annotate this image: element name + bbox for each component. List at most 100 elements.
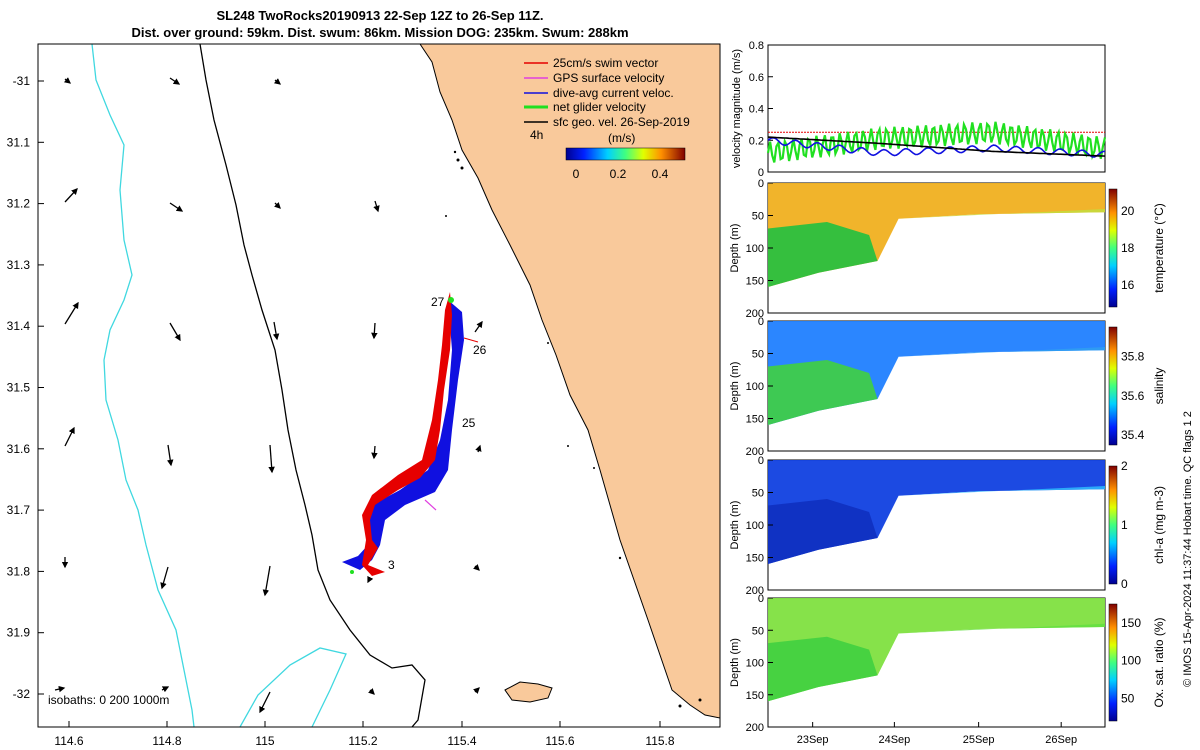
map-legend: 25cm/s swim vector GPS surface velocity … [524, 56, 690, 181]
swim-vector-track [362, 292, 452, 576]
map-y-tick: -32 [13, 687, 31, 701]
colorbar-label: chl-a (mg m-3) [1152, 486, 1166, 564]
depth-label: Depth (m) [729, 362, 741, 411]
speed-colorbar [565, 147, 686, 161]
depth-tick: 150 [746, 276, 764, 288]
plot-title: SL248 TwoRocks20190913 22-Sep 12Z to 26-… [216, 8, 544, 23]
section-colorbar [1108, 465, 1118, 585]
colorbar-label: salinity [1152, 368, 1166, 405]
colorbar-tick: 50 [1121, 691, 1135, 705]
depth-tick: 50 [752, 349, 764, 361]
depth-tick: 200 [746, 585, 764, 597]
colorbar-tick: 0 [1121, 577, 1128, 591]
cbar-tick: 0.2 [610, 167, 627, 181]
legend-4h: 4h [530, 128, 543, 142]
map-y-tick: -31 [13, 74, 31, 88]
depth-tick: 150 [746, 414, 764, 426]
depth-tick: 200 [746, 722, 764, 734]
depth-tick: 100 [746, 381, 764, 393]
map-x-tick: 115.4 [447, 734, 476, 748]
depth-label: Depth (m) [729, 224, 741, 273]
map-y-tick: 31.1 [7, 135, 31, 149]
date-tick: 24Sep [878, 734, 910, 746]
colorbar-tick: 2 [1121, 459, 1128, 473]
depth-tick: 0 [758, 178, 764, 190]
velocity-ylabel: velocity magnitude (m/s) [731, 49, 743, 168]
colorbar-tick: 35.8 [1121, 350, 1145, 364]
colorbar-label: Ox. sat. ratio (%) [1152, 617, 1166, 707]
current-velocity-track [342, 300, 464, 570]
land [419, 44, 720, 719]
isobath-1000 [91, 44, 195, 727]
map-y-tick: 31.5 [7, 381, 31, 395]
day-label: 27 [431, 295, 445, 309]
colorbar-tick: 20 [1121, 204, 1135, 218]
map-x-tick: 115.8 [645, 734, 674, 748]
map-x-tick: 115.2 [348, 734, 377, 748]
colorbar-tick: 16 [1121, 278, 1135, 292]
date-tick: 23Sep [797, 734, 829, 746]
depth-tick: 150 [746, 690, 764, 702]
cbar-tick: 0.4 [652, 167, 669, 181]
plot-subtitle: Dist. over ground: 59km. Dist. swum: 86k… [131, 25, 629, 40]
depth-tick: 100 [746, 243, 764, 255]
section-colorbar [1108, 188, 1118, 308]
colorbar-tick: 150 [1121, 616, 1141, 630]
map-y-tick: 31.2 [7, 197, 31, 211]
map-x-tick: 114.8 [152, 734, 181, 748]
legend-net-glider: net glider velocity [553, 100, 646, 114]
time-series-panels: 0 0.2 0.4 0.6 0.8 velocity magnitude (m/s) 0 50… [729, 40, 1166, 746]
velocity-y-tick: 0.6 [749, 72, 764, 84]
colorbar-title: (m/s) [608, 131, 635, 145]
depth-tick: 150 [746, 553, 764, 565]
isobaths-label: isobaths: 0 200 1000m [48, 693, 169, 707]
depth-label: Depth (m) [729, 501, 741, 550]
map-y-tick: 31.8 [7, 564, 31, 578]
cbar-tick: 0 [573, 167, 580, 181]
date-tick: 26Sep [1045, 734, 1077, 746]
colorbar-tick: 35.6 [1121, 389, 1145, 403]
velocity-y-tick: 0.2 [749, 135, 764, 147]
map-y-tick: 31.9 [7, 626, 31, 640]
date-tick: 25Sep [963, 734, 995, 746]
velocity-y-tick: 0 [758, 167, 764, 179]
legend-swim: 25cm/s swim vector [553, 56, 658, 70]
colorbar-label: temperature (°C) [1152, 203, 1166, 293]
colorbar-tick: 1 [1121, 518, 1128, 532]
glider-track-map: 114.6 114.8 115 115.2 115.4 115.6 115.8 -31 31.1… [7, 43, 721, 748]
velocity-plot-area [767, 44, 1106, 173]
depth-tick: 100 [746, 658, 764, 670]
depth-tick: 50 [752, 488, 764, 500]
map-y-tick: 31.6 [7, 442, 31, 456]
depth-label: Depth (m) [729, 638, 741, 687]
day-label: 25 [462, 416, 476, 430]
depth-tick: 50 [752, 625, 764, 637]
depth-tick: 0 [758, 593, 764, 605]
map-x-tick: 114.6 [54, 734, 83, 748]
colorbar-tick: 100 [1121, 654, 1141, 668]
day-label: 26 [473, 343, 487, 357]
map-y-tick: 31.4 [7, 319, 31, 333]
section-colorbar [1108, 603, 1118, 722]
section-colorbar [1108, 326, 1118, 446]
map-x-tick: 115 [255, 734, 274, 748]
depth-tick: 0 [758, 455, 764, 467]
velocity-y-tick: 0.8 [749, 40, 764, 52]
colorbar-tick: 35.4 [1121, 428, 1145, 442]
depth-tick: 200 [746, 308, 764, 320]
velocity-y-tick: 0.4 [749, 104, 764, 116]
day-label: 3 [388, 558, 395, 572]
map-y-tick: 31.7 [7, 503, 31, 517]
map-y-tick: 31.3 [7, 258, 31, 272]
map-axes: 114.6 114.8 115 115.2 115.4 115.6 115.8 -31 31.1… [7, 74, 675, 748]
depth-tick: 100 [746, 520, 764, 532]
legend-sfc-geo: sfc geo. vel. 26-Sep-2019 [553, 115, 690, 129]
velocity-series-line [766, 120, 1107, 163]
isobath-200 [199, 44, 426, 727]
depth-tick: 50 [752, 211, 764, 223]
depth-tick: 0 [758, 316, 764, 328]
surface-velocity-arrows [54, 77, 483, 714]
depth-tick: 200 [746, 446, 764, 458]
map-x-tick: 115.6 [545, 734, 574, 748]
copyright-footer: © IMOS 15-Apr-2024 11:37:44 Hobart time.… [1182, 411, 1194, 687]
